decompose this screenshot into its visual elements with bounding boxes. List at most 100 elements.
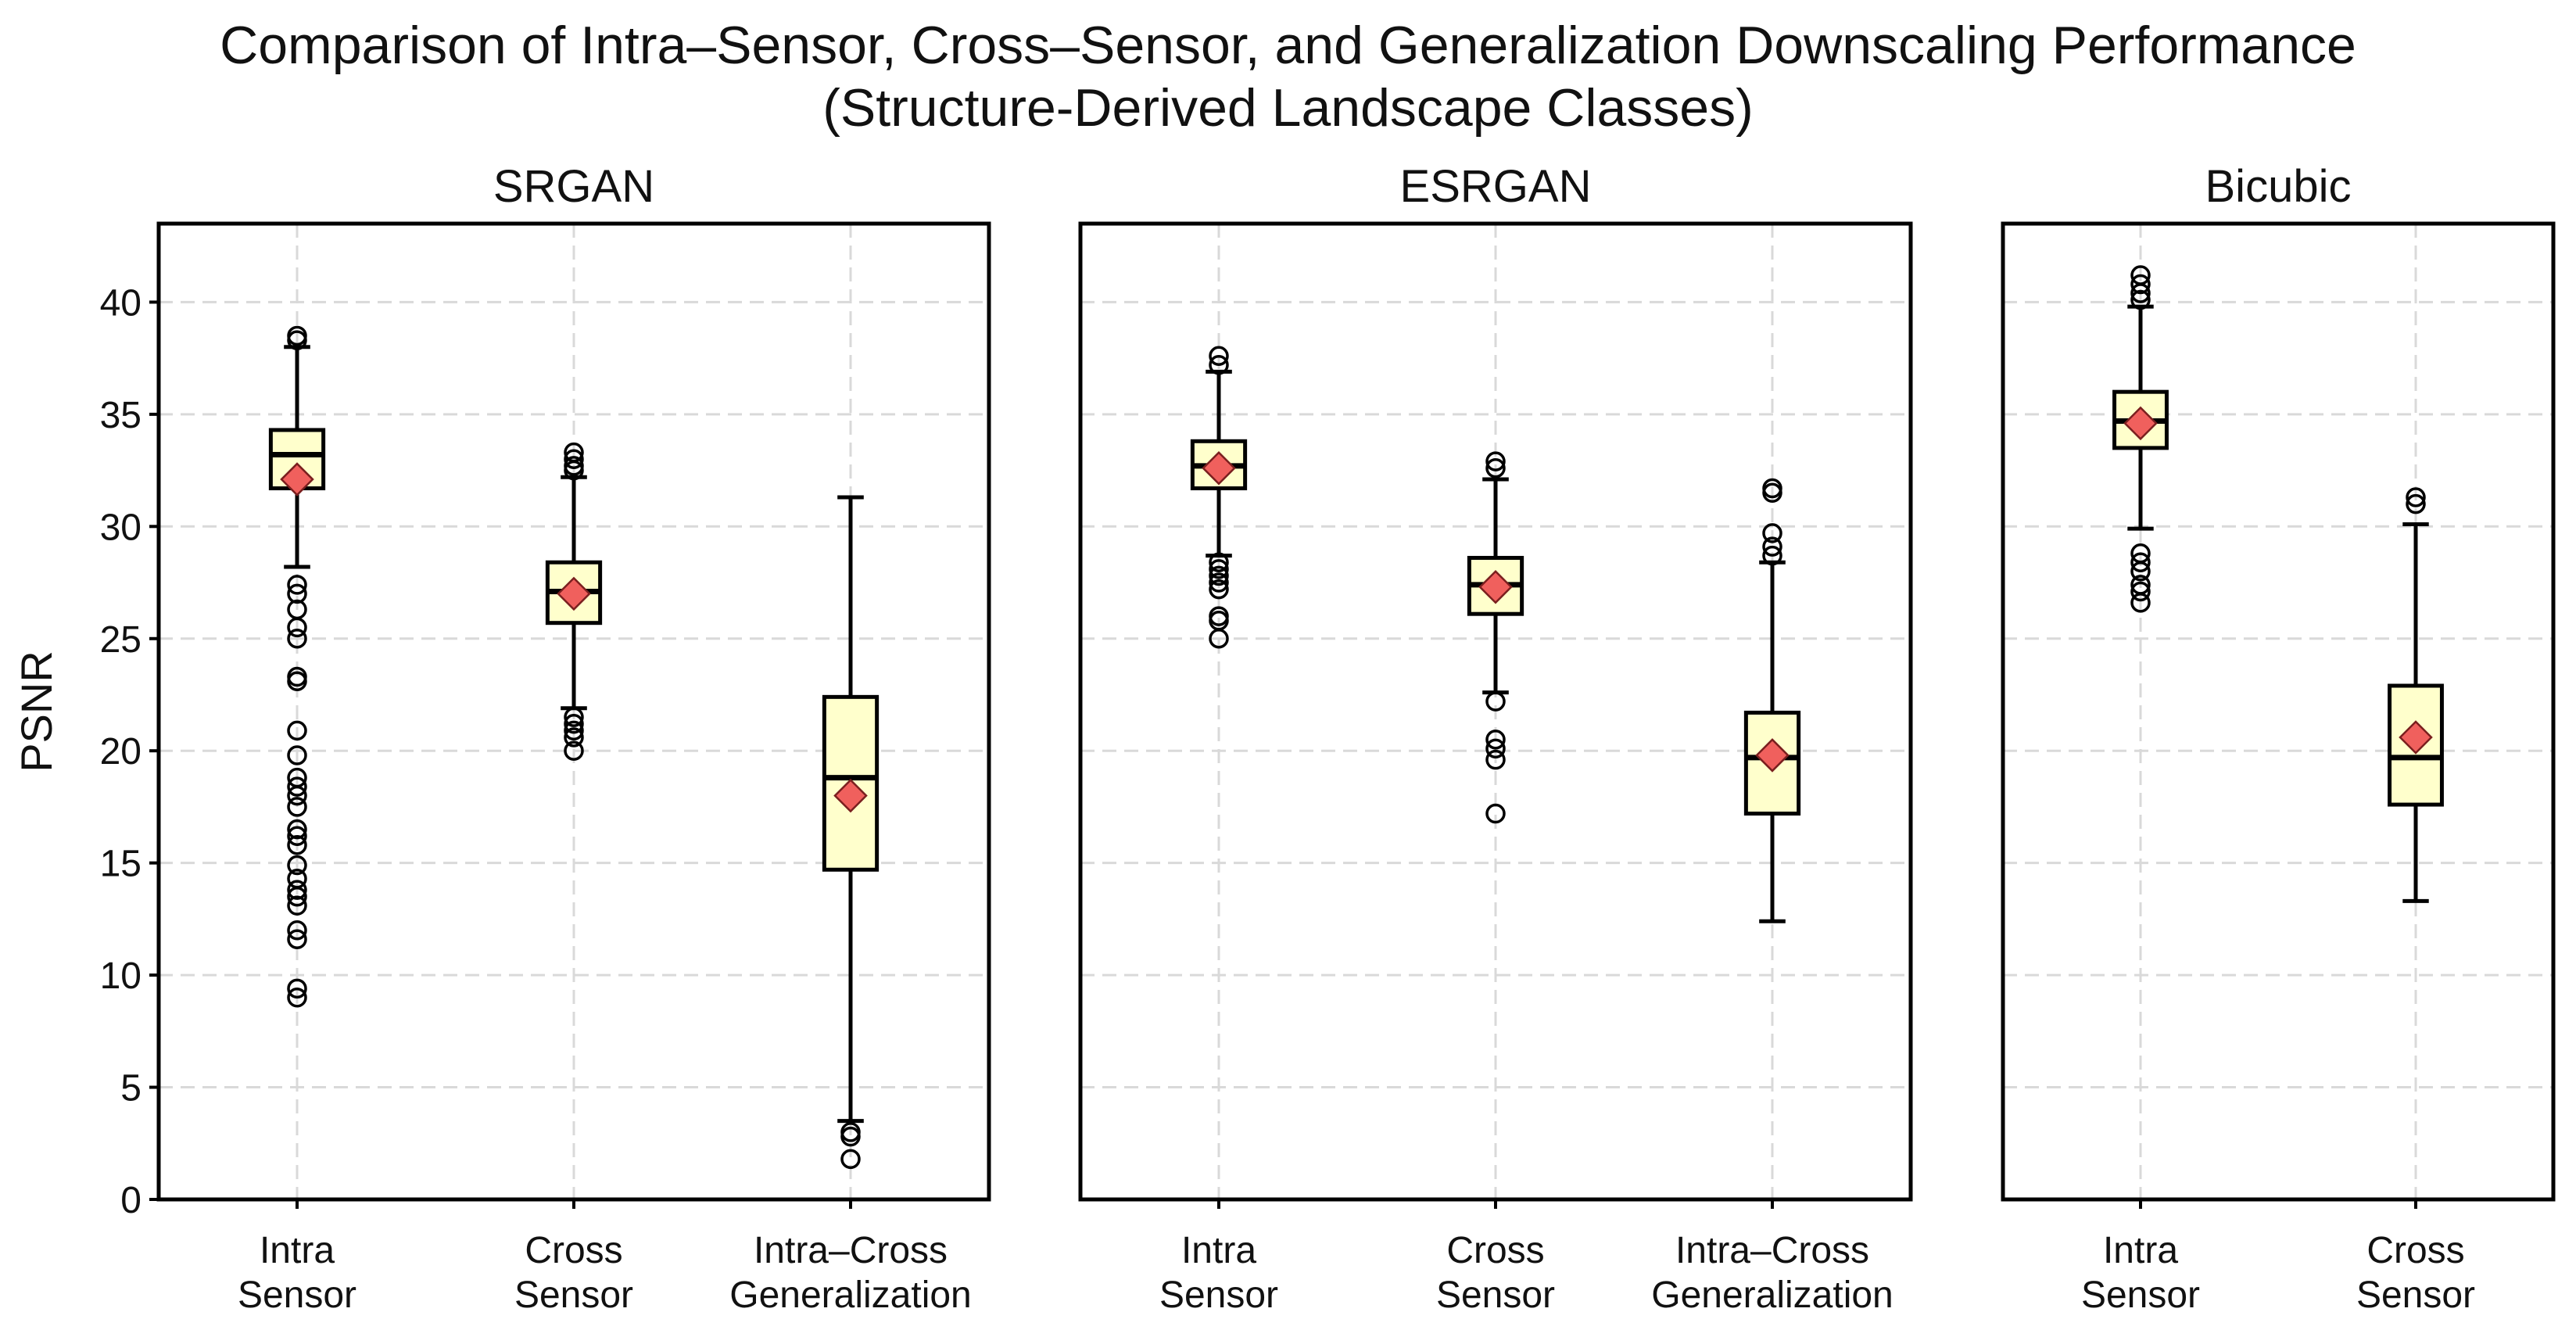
outlier-point <box>287 929 307 949</box>
x-tick-label: Sensor <box>238 1274 356 1316</box>
outlier-point <box>287 834 307 855</box>
y-tick-label: 10 <box>100 955 142 997</box>
outlier-point <box>2130 274 2151 295</box>
x-tick-label: Sensor <box>2081 1274 2200 1316</box>
outlier-point <box>564 449 584 469</box>
x-tick-label: Cross <box>525 1230 622 1271</box>
y-tick-label: 0 <box>120 1180 142 1221</box>
plot-frame <box>2001 221 2556 1202</box>
panel-title: ESRGAN <box>1400 161 1592 212</box>
panel-title: SRGAN <box>493 161 654 212</box>
x-tick-label: Intra–Cross <box>754 1230 948 1271</box>
outlier-point <box>287 785 307 806</box>
x-tick-label: Sensor <box>1436 1274 1555 1316</box>
y-axis-label: PSNR <box>12 651 61 773</box>
figure-title-line2: (Structure-Derived Landscape Classes) <box>822 78 1754 138</box>
outlier-point <box>1762 545 1782 566</box>
y-tick-label: 40 <box>100 282 142 324</box>
box-2 <box>2388 487 2444 903</box>
x-tick-label: Cross <box>2366 1230 2464 1271</box>
outlier-point <box>287 880 307 900</box>
mean-marker <box>2399 720 2433 755</box>
outlier-point <box>564 707 584 727</box>
outlier-point <box>2406 487 2426 507</box>
x-tick-label: Sensor <box>514 1274 633 1316</box>
y-tick-label: 5 <box>120 1068 142 1110</box>
box-3 <box>822 495 880 1170</box>
outlier-point <box>287 819 307 840</box>
outlier-point <box>1485 803 1506 824</box>
box-iqr <box>822 694 880 872</box>
mean-marker <box>280 462 314 497</box>
outlier-point <box>287 617 307 638</box>
outlier-point <box>840 1149 861 1170</box>
outlier-point <box>1762 482 1782 504</box>
outlier-point <box>564 720 584 741</box>
outlier-point <box>287 325 307 346</box>
outlier-point <box>287 671 307 692</box>
outlier-point <box>1209 559 1229 579</box>
outlier-point <box>1485 691 1506 712</box>
outlier-point <box>287 797 307 817</box>
outlier-point <box>1485 730 1506 750</box>
x-tick-label: Intra <box>2103 1230 2178 1271</box>
y-tick-label: 35 <box>100 395 142 436</box>
outlier-point <box>1485 749 1506 770</box>
outlier-point <box>840 1126 861 1147</box>
outlier-point <box>1209 354 1229 375</box>
x-tick-label: Cross <box>1446 1230 1544 1271</box>
x-tick-label: Sensor <box>2356 1274 2475 1316</box>
mean-marker <box>833 778 868 813</box>
x-tick-label: Generalization <box>1651 1274 1893 1316</box>
outlier-point <box>2130 593 2151 613</box>
panel-esrgan: ESRGANIntraSensorCrossSensorIntra–CrossG… <box>1078 161 1913 1316</box>
outlier-point <box>564 460 584 481</box>
outlier-point <box>287 978 307 999</box>
outlier-point <box>2130 552 2151 572</box>
mean-marker <box>1755 738 1790 773</box>
outlier-point <box>1762 536 1782 557</box>
box-iqr <box>2388 683 2444 807</box>
outlier-point <box>2130 561 2151 582</box>
outlier-point <box>2130 289 2151 310</box>
box-1 <box>268 325 326 1008</box>
outlier-point <box>1485 457 1506 479</box>
outlier-point <box>287 745 307 765</box>
x-tick-label: Intra <box>260 1230 335 1271</box>
box-1 <box>2112 265 2169 613</box>
outlier-point <box>287 855 307 876</box>
mean-marker <box>557 576 591 611</box>
outlier-point <box>564 727 584 747</box>
panel-srgan: SRGANIntraSensorCrossSensorIntra–CrossGe… <box>12 161 991 1316</box>
outlier-point <box>287 629 307 649</box>
outlier-point <box>287 895 307 916</box>
outlier-point <box>1209 552 1229 572</box>
outlier-point <box>1485 738 1506 759</box>
outlier-point <box>1209 572 1229 593</box>
outlier-point <box>564 740 584 761</box>
outlier-point <box>1485 451 1506 471</box>
y-tick-label: 30 <box>100 507 142 548</box>
outlier-point <box>2130 581 2151 602</box>
y-tick-label: 20 <box>100 731 142 773</box>
y-tick-label: 25 <box>100 619 142 661</box>
outlier-point <box>287 988 307 1008</box>
outlier-point <box>287 920 307 941</box>
outlier-point <box>2406 493 2426 514</box>
box-1 <box>1190 346 1248 649</box>
mean-marker <box>1478 570 1513 604</box>
outlier-point <box>1209 346 1229 367</box>
outlier-point <box>1762 523 1782 543</box>
x-tick-label: Generalization <box>729 1274 972 1316</box>
figure-title-line1: Comparison of Intra–Sensor, Cross–Sensor… <box>220 16 2356 75</box>
outlier-point <box>1209 579 1229 600</box>
outlier-point <box>287 583 307 604</box>
x-tick-label: Sensor <box>1159 1274 1278 1316</box>
box-3 <box>1743 478 1801 923</box>
outlier-point <box>287 575 307 595</box>
mean-marker <box>1202 450 1236 486</box>
outlier-point <box>287 886 307 907</box>
